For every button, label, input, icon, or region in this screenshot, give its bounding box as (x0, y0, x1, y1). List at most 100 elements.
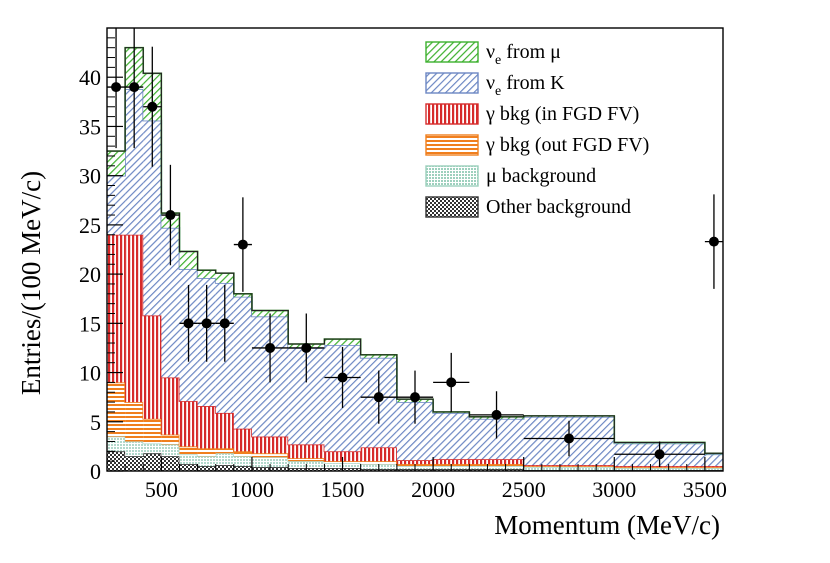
legend-swatch (425, 196, 479, 218)
bar-bkg-out-fgd-fv-3 (161, 434, 180, 445)
data-point (197, 284, 216, 362)
axes: 500 1000 1500 2000 2500 3000 3500 0 5 10 15 20 25 30 3… (79, 37, 727, 502)
y-tick-label: 30 (79, 164, 101, 189)
bar-bkg-out-fgd-fv-11 (360, 461, 397, 465)
legend: νe from μ νe from K γ bkg (in FGD FV) γ bkg… (420, 34, 692, 228)
legend-label: νe from K (486, 72, 565, 99)
bar-bkg-out-fgd-fv-14 (469, 464, 524, 467)
bar-bkg-in-fgd-fv-14 (469, 459, 524, 465)
x-tick-label: 2000 (411, 477, 455, 502)
data-point (360, 370, 397, 424)
y-tick-label: 25 (79, 213, 101, 238)
bar-background-17 (704, 468, 723, 471)
bar-background-15 (523, 467, 615, 471)
bar-background-1 (125, 441, 144, 457)
bar-e-from-k-17 (704, 454, 723, 467)
bar-e-from-5 (197, 270, 216, 279)
bar-bkg-in-fgd-fv-1 (125, 234, 144, 403)
bar-bkg-in-fgd-fv-0 (107, 234, 126, 383)
series-e-from-k (107, 88, 723, 467)
bar-bkg-in-fgd-fv-12 (396, 460, 434, 465)
bar-background-16 (614, 468, 705, 471)
data-point (469, 391, 524, 439)
y-axis-label: Entries/(100 MeV/c) (16, 171, 46, 395)
bar-e-from-k-1 (125, 89, 144, 235)
x-tick-label: 500 (145, 477, 178, 502)
legend-entry: γ bkg (out FGD FV) (425, 134, 649, 156)
bar-background-6 (215, 453, 234, 466)
bar-e-from-k-13 (433, 412, 470, 460)
x-tick-label: 1500 (321, 477, 365, 502)
legend-swatch (425, 165, 479, 187)
bar-other-background-6 (215, 465, 234, 471)
legend-entry: Other background (425, 196, 631, 218)
bar-background-5 (197, 456, 216, 467)
data-point (523, 420, 615, 457)
bar-bkg-out-fgd-fv-9 (288, 458, 325, 462)
legend-entry: νe from μ (425, 41, 561, 68)
legend-entry: νe from K (425, 72, 565, 99)
legend-swatch (425, 103, 479, 125)
bar-bkg-in-fgd-fv-4 (179, 401, 198, 447)
data-point (614, 441, 705, 468)
bar-e-from-k-2 (143, 120, 162, 316)
data-point (251, 313, 289, 383)
data-point (215, 284, 234, 362)
x-tick-label: 3000 (592, 477, 636, 502)
bar-background-0 (107, 436, 126, 452)
data-point (143, 46, 162, 167)
bar-bkg-in-fgd-fv-7 (233, 428, 252, 452)
bar-bkg-in-fgd-fv-5 (197, 406, 216, 449)
bar-background-2 (143, 443, 162, 454)
legend-background (420, 34, 692, 228)
bar-bkg-out-fgd-fv-0 (107, 382, 126, 437)
bar-e-from-k-3 (161, 227, 180, 378)
bar-bkg-in-fgd-fv-10 (324, 451, 361, 462)
y-tick-label: 35 (79, 114, 101, 139)
bar-other-background-2 (143, 453, 162, 471)
bar-other-background-4 (179, 464, 198, 471)
bar-other-background-5 (197, 466, 216, 471)
bar-e-from-11 (360, 354, 397, 358)
legend-label: γ bkg (out FGD FV) (485, 134, 649, 156)
y-tick-label: 20 (79, 262, 101, 287)
data-point (396, 370, 434, 424)
y-tick-label: 40 (79, 65, 101, 90)
x-axis-label: Momentum (MeV/c) (494, 510, 720, 540)
bar-bkg-in-fgd-fv-11 (360, 447, 397, 462)
y-tick-label: 10 (79, 361, 101, 386)
data-point (161, 164, 180, 266)
legend-swatch (425, 72, 479, 94)
bar-e-from-k-7 (233, 296, 252, 429)
data-point (125, 28, 144, 149)
bar-e-from-0 (107, 151, 126, 176)
bar-background-7 (233, 456, 252, 467)
bar-bkg-out-fgd-fv-4 (179, 446, 198, 455)
y-tick-label: 0 (90, 459, 101, 484)
bar-e-from-k-0 (107, 175, 126, 235)
bar-e-from-7 (233, 293, 252, 297)
x-tick-label: 2500 (502, 477, 546, 502)
bar-bkg-out-fgd-fv-7 (233, 451, 252, 457)
bar-background-3 (161, 444, 180, 457)
bar-bkg-in-fgd-fv-9 (288, 444, 325, 459)
total-outline (107, 47, 723, 454)
x-tick-label: 1000 (230, 477, 274, 502)
bar-background-8 (251, 457, 289, 468)
bar-bkg-in-fgd-fv-2 (143, 315, 162, 419)
data-point (107, 28, 126, 149)
bar-bkg-out-fgd-fv-1 (125, 402, 144, 442)
y-tick-label: 5 (90, 410, 101, 435)
bar-other-background-1 (125, 456, 144, 471)
data-point (179, 284, 198, 362)
y-tick-label: 15 (79, 311, 101, 336)
bar-other-background-3 (161, 456, 180, 471)
legend-label: μ background (486, 165, 596, 187)
bar-other-background-0 (107, 451, 126, 471)
bar-other-background-7 (233, 466, 252, 471)
bar-background-14 (469, 466, 524, 470)
data-point (288, 313, 325, 383)
bar-e-from-10 (324, 339, 361, 345)
bar-background-4 (179, 454, 198, 465)
bar-other-background-14 (469, 469, 524, 471)
